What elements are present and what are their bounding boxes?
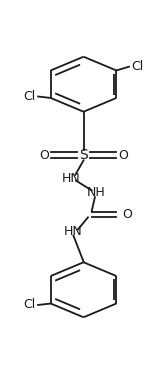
Text: S: S — [79, 148, 88, 162]
Text: O: O — [118, 149, 128, 162]
Text: O: O — [122, 208, 132, 221]
Text: NH: NH — [87, 186, 106, 199]
Text: HN: HN — [64, 225, 83, 238]
Text: Cl: Cl — [23, 90, 36, 103]
Text: Cl: Cl — [23, 299, 36, 311]
Text: O: O — [39, 149, 49, 162]
Text: HN: HN — [61, 172, 80, 185]
Text: Cl: Cl — [132, 60, 144, 73]
